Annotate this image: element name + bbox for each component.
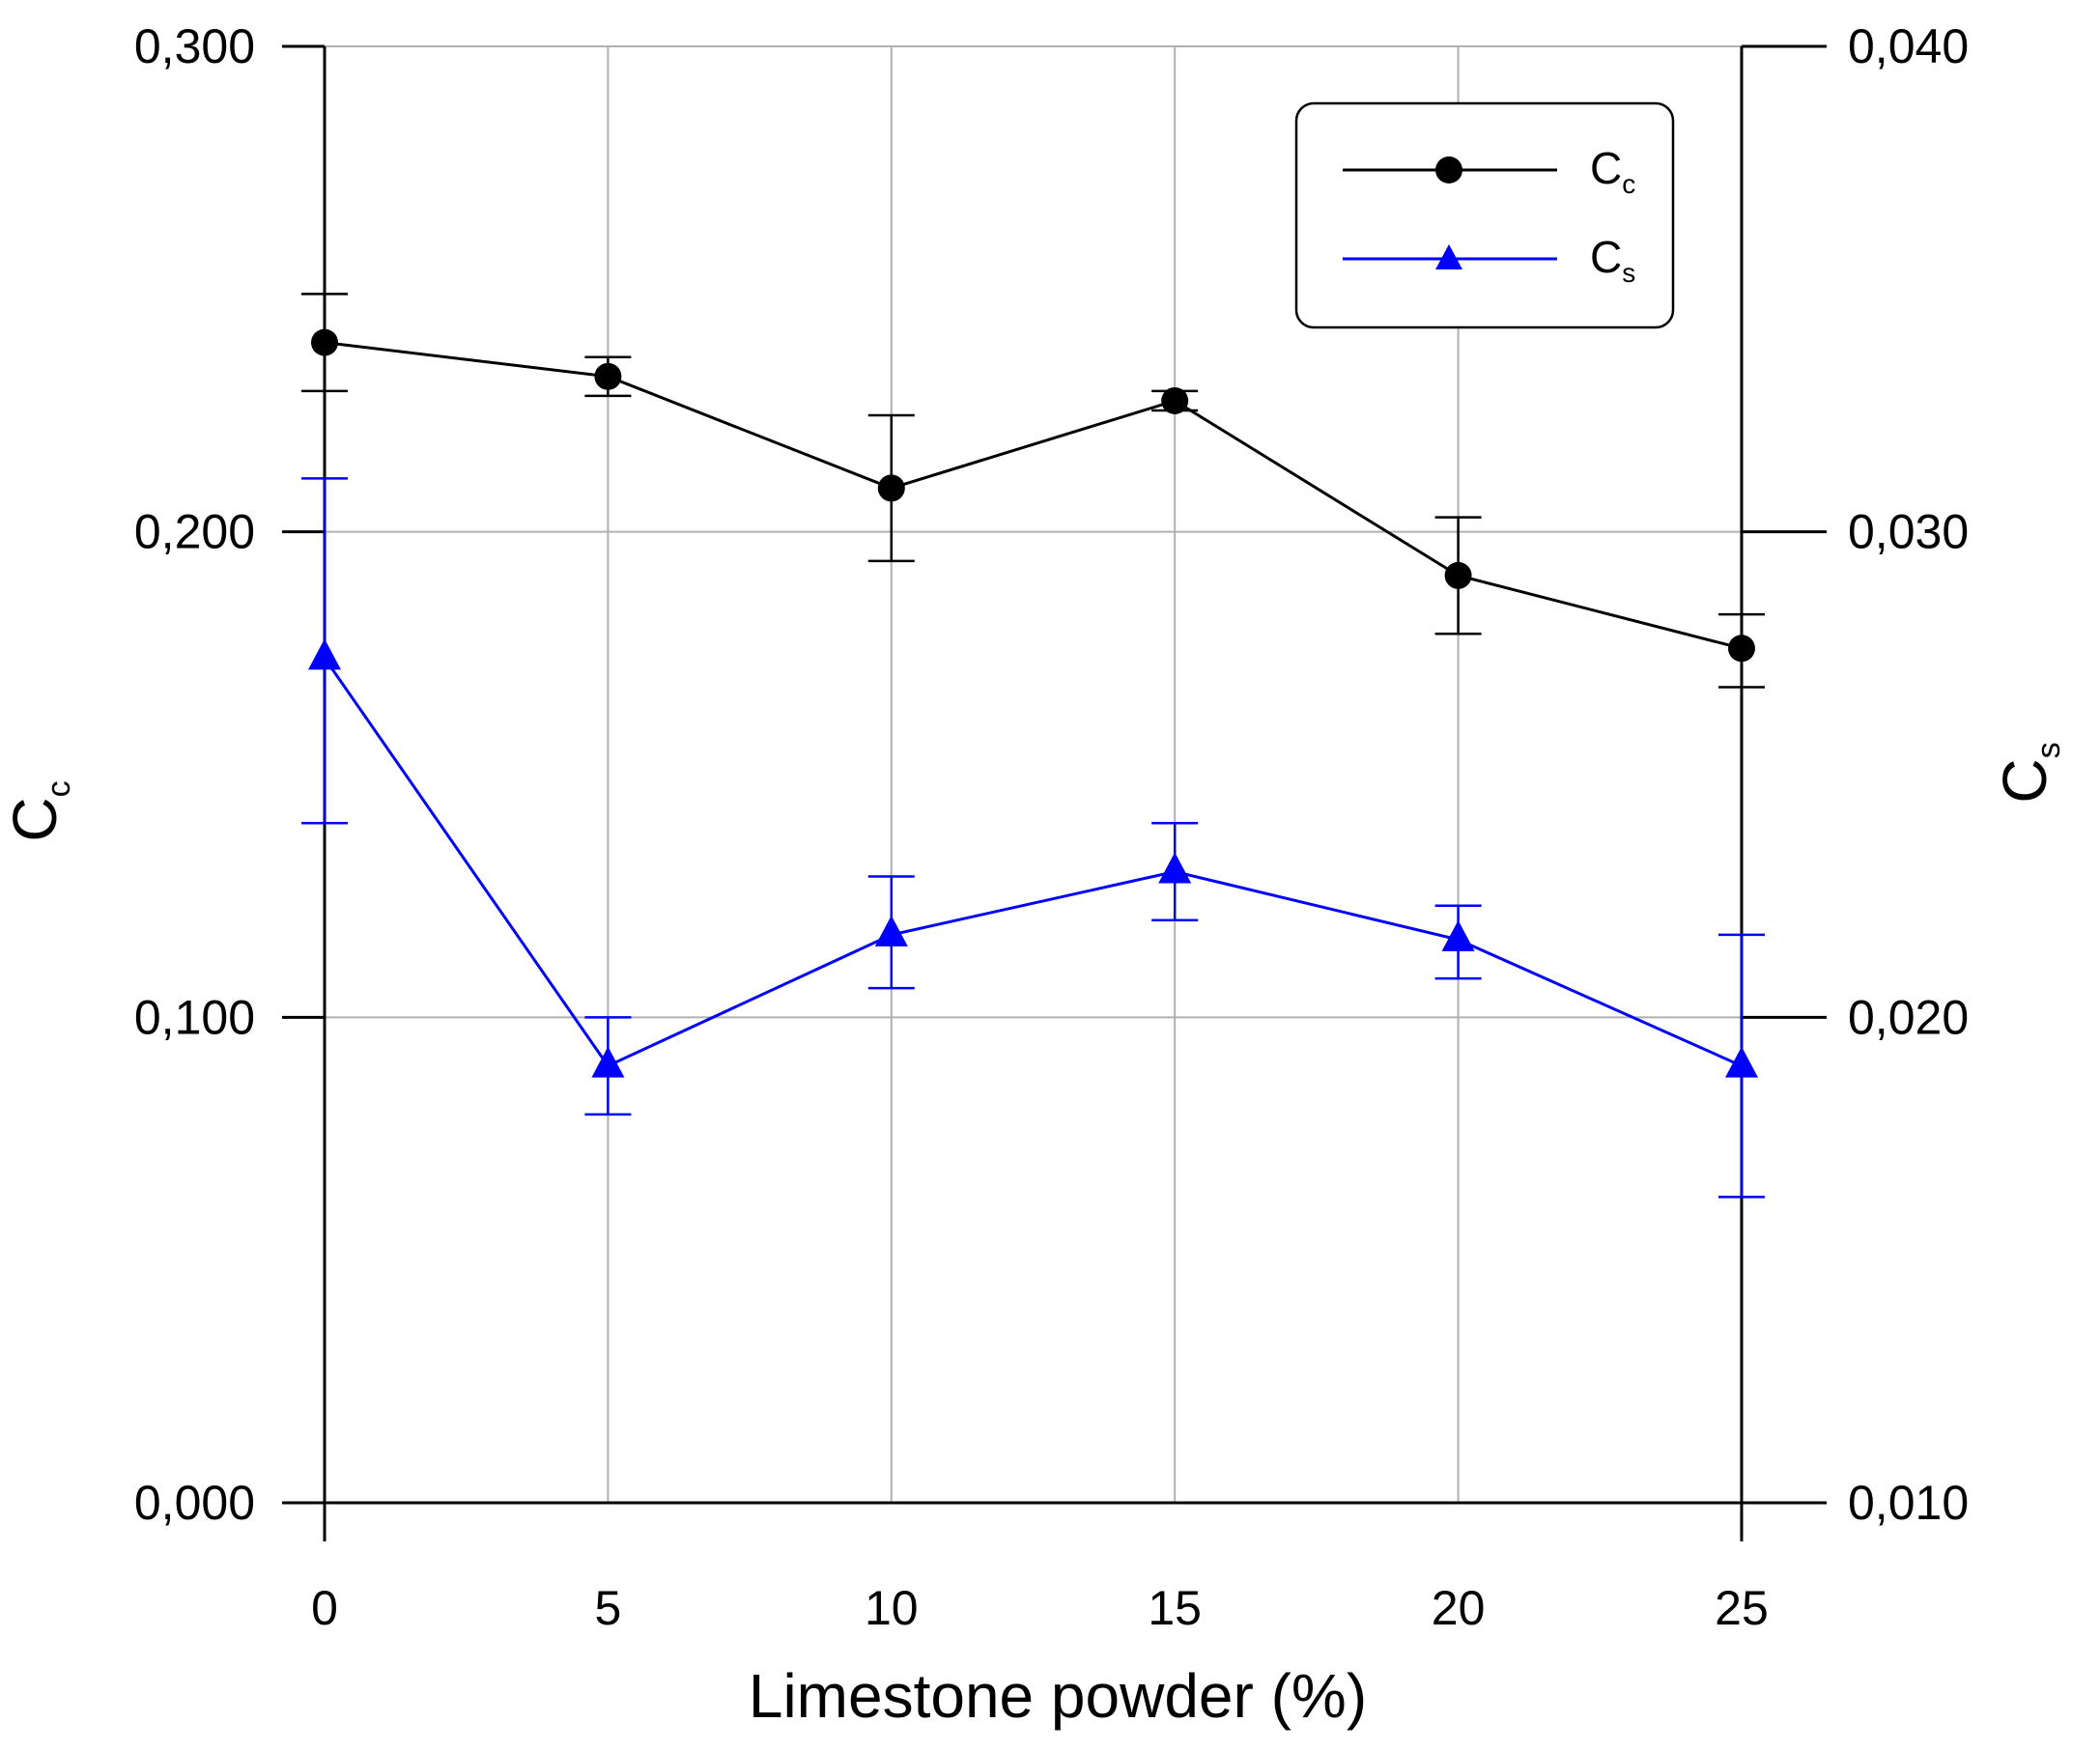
right-axis-title-sub: s (2030, 742, 2067, 758)
x-axis-title: Limestone powder (%) (749, 1661, 1367, 1731)
data-point (594, 362, 622, 390)
right-tick-label: 0,040 (1848, 19, 1969, 73)
legend-entry-cc: Cc (1343, 143, 1635, 199)
data-point (877, 474, 905, 502)
legend-cs-label-sub: s (1622, 258, 1635, 288)
svg-text:Cs: Cs (1990, 742, 2067, 803)
right-tick-label: 0,020 (1848, 990, 1969, 1044)
right-tick-label: 0,030 (1848, 505, 1969, 559)
legend-entry-cs: Cs (1343, 232, 1635, 288)
data-point (1441, 919, 1475, 951)
legend-box (1294, 101, 1675, 329)
data-point (591, 1046, 625, 1078)
data-point (1444, 561, 1472, 589)
right-tick-label: 0,010 (1848, 1476, 1969, 1530)
x-tick-label: 0 (311, 1581, 338, 1635)
x-tick-label: 20 (1432, 1581, 1486, 1635)
legend: Cc Cs (1294, 101, 1675, 329)
series-Cc (301, 293, 1765, 689)
data-point (311, 328, 339, 356)
svg-text:Cs: Cs (1590, 232, 1635, 288)
series-line (323, 657, 1743, 1068)
data-point (1161, 386, 1189, 414)
x-tick-label: 10 (865, 1581, 919, 1635)
left-tick-label: 0,200 (134, 505, 255, 559)
data-point (1727, 635, 1755, 663)
series (301, 293, 1765, 1199)
right-axis-title: Cs (1990, 742, 2067, 803)
legend-cc-marker (1435, 156, 1462, 184)
svg-text:Cc: Cc (0, 780, 77, 841)
svg-text:Cc: Cc (1590, 143, 1635, 199)
x-tick-label: 15 (1148, 1581, 1202, 1635)
left-tick-label: 0,300 (134, 19, 255, 73)
x-tick-label: 25 (1715, 1581, 1769, 1635)
data-point (874, 915, 908, 946)
left-axis-title-main: C (0, 797, 70, 841)
left-axis-title: Cc (0, 780, 77, 841)
legend-cc-label-sub: c (1622, 169, 1635, 199)
legend-cs-label: C (1590, 232, 1622, 282)
data-point (1158, 852, 1192, 884)
legend-cs-marker (1435, 244, 1462, 269)
series-Cs (301, 477, 1765, 1199)
axes: 0,000 0,100 0,200 0,300 0,010 0,020 0,030 0,040… (134, 19, 1969, 1635)
series-line (324, 341, 1743, 650)
data-point (308, 638, 342, 670)
data-point (1724, 1046, 1758, 1078)
left-tick-label: 0,100 (134, 990, 255, 1044)
right-axis-title-main: C (1990, 758, 2059, 803)
legend-cc-label: C (1590, 143, 1622, 193)
left-axis-title-sub: c (41, 780, 77, 797)
x-tick-label: 5 (594, 1581, 621, 1635)
left-tick-label: 0,000 (134, 1476, 255, 1530)
